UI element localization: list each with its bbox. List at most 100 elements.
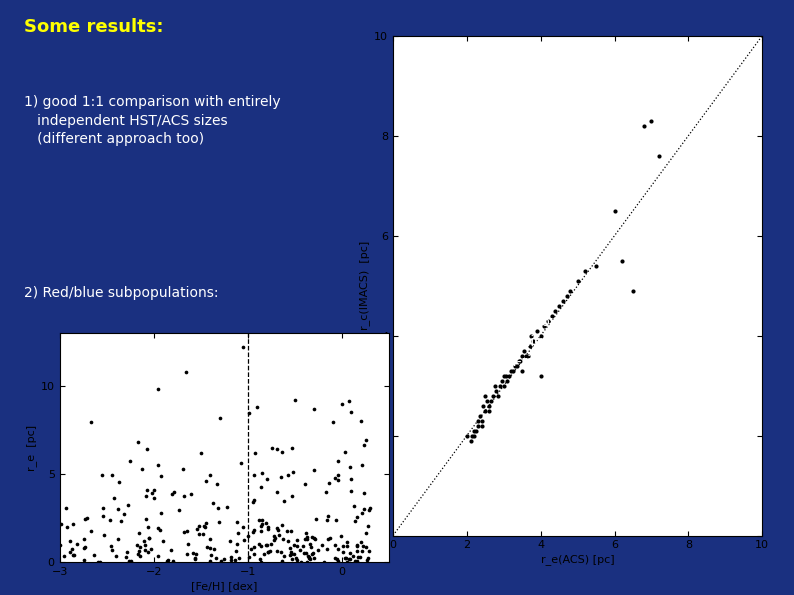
Point xyxy=(301,552,314,561)
Point xyxy=(95,470,108,480)
Point xyxy=(98,531,110,540)
Point xyxy=(85,526,98,536)
Point xyxy=(155,508,168,518)
Point xyxy=(203,556,216,565)
Point xyxy=(189,555,202,564)
Point xyxy=(206,498,219,508)
Point xyxy=(271,546,283,556)
Point xyxy=(488,381,501,390)
Point xyxy=(121,547,133,556)
Point xyxy=(77,543,90,553)
Point xyxy=(490,386,503,395)
Point xyxy=(260,519,272,528)
Point xyxy=(470,426,483,436)
Point xyxy=(344,486,357,496)
Point xyxy=(523,341,536,350)
Point xyxy=(64,536,76,546)
Point xyxy=(156,536,169,546)
Point xyxy=(564,286,576,295)
Point xyxy=(472,416,484,425)
Point xyxy=(138,540,151,550)
Point xyxy=(190,549,202,559)
Point xyxy=(104,515,117,525)
Point xyxy=(237,343,249,352)
Point xyxy=(626,286,639,295)
Point xyxy=(495,376,508,386)
Point xyxy=(492,391,505,400)
Point xyxy=(179,368,192,377)
Point xyxy=(346,552,359,561)
Point xyxy=(225,552,237,562)
Point xyxy=(355,537,368,547)
Point xyxy=(542,316,554,325)
Point xyxy=(260,540,272,550)
Point xyxy=(138,545,151,555)
Point xyxy=(349,556,361,565)
Point xyxy=(120,553,133,562)
Point xyxy=(296,541,309,551)
Point xyxy=(276,556,288,566)
Point xyxy=(248,525,260,534)
Point xyxy=(534,331,547,340)
Point xyxy=(261,475,274,484)
Point xyxy=(131,540,144,550)
Point xyxy=(306,549,319,558)
Point xyxy=(363,505,376,515)
Point xyxy=(522,351,534,361)
Point xyxy=(84,417,97,427)
Point xyxy=(203,535,216,544)
Point xyxy=(345,474,357,483)
Point xyxy=(538,321,551,330)
Point xyxy=(152,384,164,393)
Point xyxy=(209,553,222,563)
Point xyxy=(262,522,275,532)
Point xyxy=(177,464,190,474)
Point xyxy=(534,371,547,380)
Point xyxy=(307,465,320,475)
Point xyxy=(505,366,518,375)
Point xyxy=(519,351,532,361)
Point xyxy=(571,276,584,286)
Point xyxy=(55,519,67,528)
Point xyxy=(276,447,288,457)
Point xyxy=(79,514,91,524)
Point xyxy=(110,552,122,561)
Point xyxy=(291,541,304,550)
Point xyxy=(105,541,118,551)
Point xyxy=(338,553,351,563)
Point xyxy=(362,521,375,530)
Point xyxy=(123,456,136,466)
Point xyxy=(282,536,295,546)
Point xyxy=(114,516,127,525)
Point xyxy=(166,556,179,566)
Point xyxy=(653,151,665,161)
Point xyxy=(232,529,245,538)
Point xyxy=(218,554,231,563)
Point xyxy=(81,513,94,522)
Point xyxy=(472,421,484,430)
Point xyxy=(298,549,310,558)
Point xyxy=(161,556,174,566)
Point xyxy=(248,543,260,552)
Point xyxy=(358,440,371,449)
Point xyxy=(330,515,342,525)
Point xyxy=(512,356,525,365)
Point xyxy=(203,471,216,480)
Point xyxy=(360,542,372,552)
Point xyxy=(265,539,278,549)
Point xyxy=(256,468,268,477)
Point xyxy=(306,532,318,541)
Point xyxy=(590,261,603,270)
Point xyxy=(180,549,193,559)
Text: Some results:: Some results: xyxy=(24,18,164,36)
Point xyxy=(247,527,260,537)
Point xyxy=(342,554,355,563)
Point xyxy=(335,531,348,541)
Point xyxy=(516,366,529,375)
Point xyxy=(320,515,333,524)
Point xyxy=(507,366,519,375)
Point xyxy=(331,544,344,553)
Point xyxy=(283,550,296,560)
Point xyxy=(364,503,376,513)
Point xyxy=(71,539,83,549)
